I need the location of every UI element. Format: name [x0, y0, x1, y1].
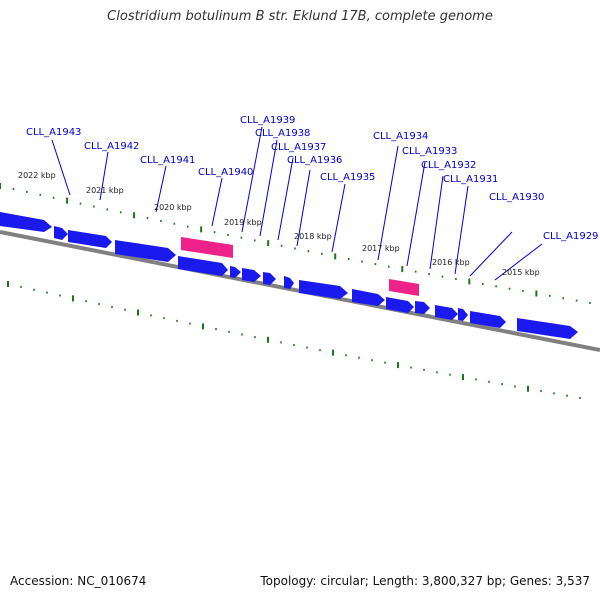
label-leaders — [51, 126, 543, 281]
gene-arrow[interactable] — [352, 289, 385, 306]
gene-arrow[interactable] — [54, 226, 68, 240]
kbp-labels: 2022 kbp 2021 kbp 2020 kbp 2019 kbp 2018… — [18, 171, 540, 277]
gene-labels: CLL_A1943 CLL_A1942 CLL_A1941 CLL_A1940 … — [26, 115, 598, 242]
kbp-label: 2022 kbp — [18, 171, 56, 180]
gene-arrow[interactable] — [470, 311, 506, 328]
map-title: Clostridium botulinum B str. Eklund 17B,… — [107, 9, 493, 24]
kbp-label: 2015 kbp — [502, 268, 540, 277]
kbp-label: 2018 kbp — [294, 232, 332, 241]
gene-arrow[interactable] — [181, 237, 233, 258]
kbp-label: 2019 kbp — [224, 218, 262, 227]
gene-label[interactable]: CLL_A1937 — [271, 142, 326, 153]
gene-arrow[interactable] — [517, 318, 578, 339]
gene-arrow[interactable] — [68, 230, 112, 248]
kbp-label: 2020 kbp — [154, 203, 192, 212]
kbp-label: 2021 kbp — [86, 186, 124, 195]
gene-label[interactable]: CLL_A1941 — [140, 155, 195, 166]
gene-label[interactable]: CLL_A1929 — [543, 231, 598, 242]
gene-arrow[interactable] — [284, 276, 294, 289]
gene-label[interactable]: CLL_A1938 — [255, 128, 310, 139]
accession-text: Accession: NC_010674 — [10, 574, 147, 588]
gene-arrow[interactable] — [415, 301, 430, 314]
gene-label[interactable]: CLL_A1940 — [198, 167, 253, 178]
gene-label[interactable]: CLL_A1933 — [402, 146, 457, 157]
gene-arrow[interactable] — [178, 256, 228, 276]
gene-arrow[interactable] — [458, 308, 468, 321]
gene-track — [0, 212, 578, 339]
gene-arrow[interactable] — [242, 268, 261, 282]
gene-arrow[interactable] — [389, 279, 419, 296]
gene-arrow[interactable] — [115, 240, 176, 262]
gene-arrow[interactable] — [386, 297, 414, 313]
gene-label[interactable]: CLL_A1943 — [26, 127, 81, 138]
gene-label[interactable]: CLL_A1942 — [84, 141, 139, 152]
gene-label[interactable]: CLL_A1931 — [443, 174, 498, 185]
gene-label[interactable]: CLL_A1935 — [320, 172, 375, 183]
gene-arrow[interactable] — [230, 266, 241, 278]
genome-summary: Topology: circular; Length: 3,800,327 bp… — [260, 574, 590, 588]
gene-arrow[interactable] — [263, 272, 276, 285]
gene-arrow[interactable] — [299, 280, 348, 299]
scale-ticks — [0, 183, 591, 399]
gene-label[interactable]: CLL_A1934 — [373, 131, 428, 142]
gene-label[interactable]: CLL_A1936 — [287, 155, 342, 166]
gene-label[interactable]: CLL_A1930 — [489, 192, 544, 203]
kbp-label: 2017 kbp — [362, 244, 400, 253]
gene-label[interactable]: CLL_A1932 — [421, 160, 476, 171]
kbp-label: 2016 kbp — [432, 258, 470, 267]
gene-arrow[interactable] — [435, 305, 458, 320]
gene-arrow[interactable] — [0, 212, 52, 232]
gene-label[interactable]: CLL_A1939 — [240, 115, 295, 126]
